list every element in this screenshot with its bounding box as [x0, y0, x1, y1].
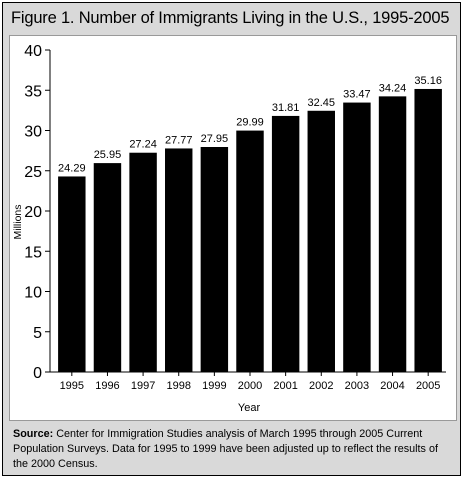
bar [93, 163, 122, 372]
data-label: 32.45 [308, 97, 336, 109]
data-label: 25.95 [94, 149, 122, 161]
x-tick-label: 2004 [380, 380, 404, 392]
x-tick-label: 2002 [309, 380, 333, 392]
bar [378, 96, 407, 373]
bar [200, 147, 229, 372]
y-tick-label: 20 [24, 204, 42, 221]
y-tick-label: 25 [24, 164, 42, 181]
x-tick-label: 1997 [131, 380, 155, 392]
data-label: 27.77 [165, 134, 193, 146]
bar [165, 148, 193, 372]
source-label: Source: [13, 428, 54, 440]
bar [307, 110, 335, 372]
y-tick-label: 0 [33, 365, 42, 382]
y-tick-label: 15 [24, 244, 42, 261]
x-tick-label: 2001 [273, 380, 297, 392]
data-label: 33.47 [343, 89, 371, 101]
data-label: 31.81 [272, 102, 300, 114]
bar [58, 176, 86, 372]
x-tick-label: 2003 [345, 380, 369, 392]
x-tick-label: 2000 [238, 380, 262, 392]
bar [343, 102, 371, 372]
data-label: 27.24 [129, 139, 157, 151]
bar [271, 115, 300, 372]
data-label: 35.16 [414, 75, 442, 87]
bars: 24.29 25.95 27.24 27.77 27.95 29.99 31.81 32.45… [58, 75, 442, 373]
y-tick-label: 40 [24, 43, 42, 60]
y-axis-label: Millions [12, 204, 24, 239]
source-text: Center for Immigration Studies analysis … [13, 428, 438, 470]
x-axis-label: Year [238, 402, 261, 414]
x-tick-label: 1995 [60, 380, 84, 392]
data-label: 24.29 [58, 162, 86, 174]
y-tick-label: 35 [24, 83, 42, 100]
data-label: 27.95 [201, 133, 229, 145]
chart-title: Figure 1. Number of Immigrants Living in… [11, 9, 450, 27]
data-label: 29.99 [236, 117, 264, 129]
data-label: 34.24 [379, 82, 407, 94]
y-tick-label: 10 [24, 285, 42, 302]
x-tick-label: 1998 [166, 380, 190, 392]
source-note: Source: Center for Immigration Studies a… [13, 427, 453, 472]
axes: 0 5 10 15 20 25 30 35 40 1995 1996 1997 1998 1999 2000… [24, 43, 446, 392]
x-tick-label: 2005 [416, 380, 440, 392]
y-tick-label: 30 [24, 124, 42, 141]
bar [236, 130, 264, 372]
y-tick-label: 5 [33, 325, 42, 342]
x-tick-label: 1999 [202, 380, 226, 392]
x-tick-label: 1996 [95, 380, 119, 392]
bar [129, 152, 157, 372]
bar [414, 88, 442, 372]
